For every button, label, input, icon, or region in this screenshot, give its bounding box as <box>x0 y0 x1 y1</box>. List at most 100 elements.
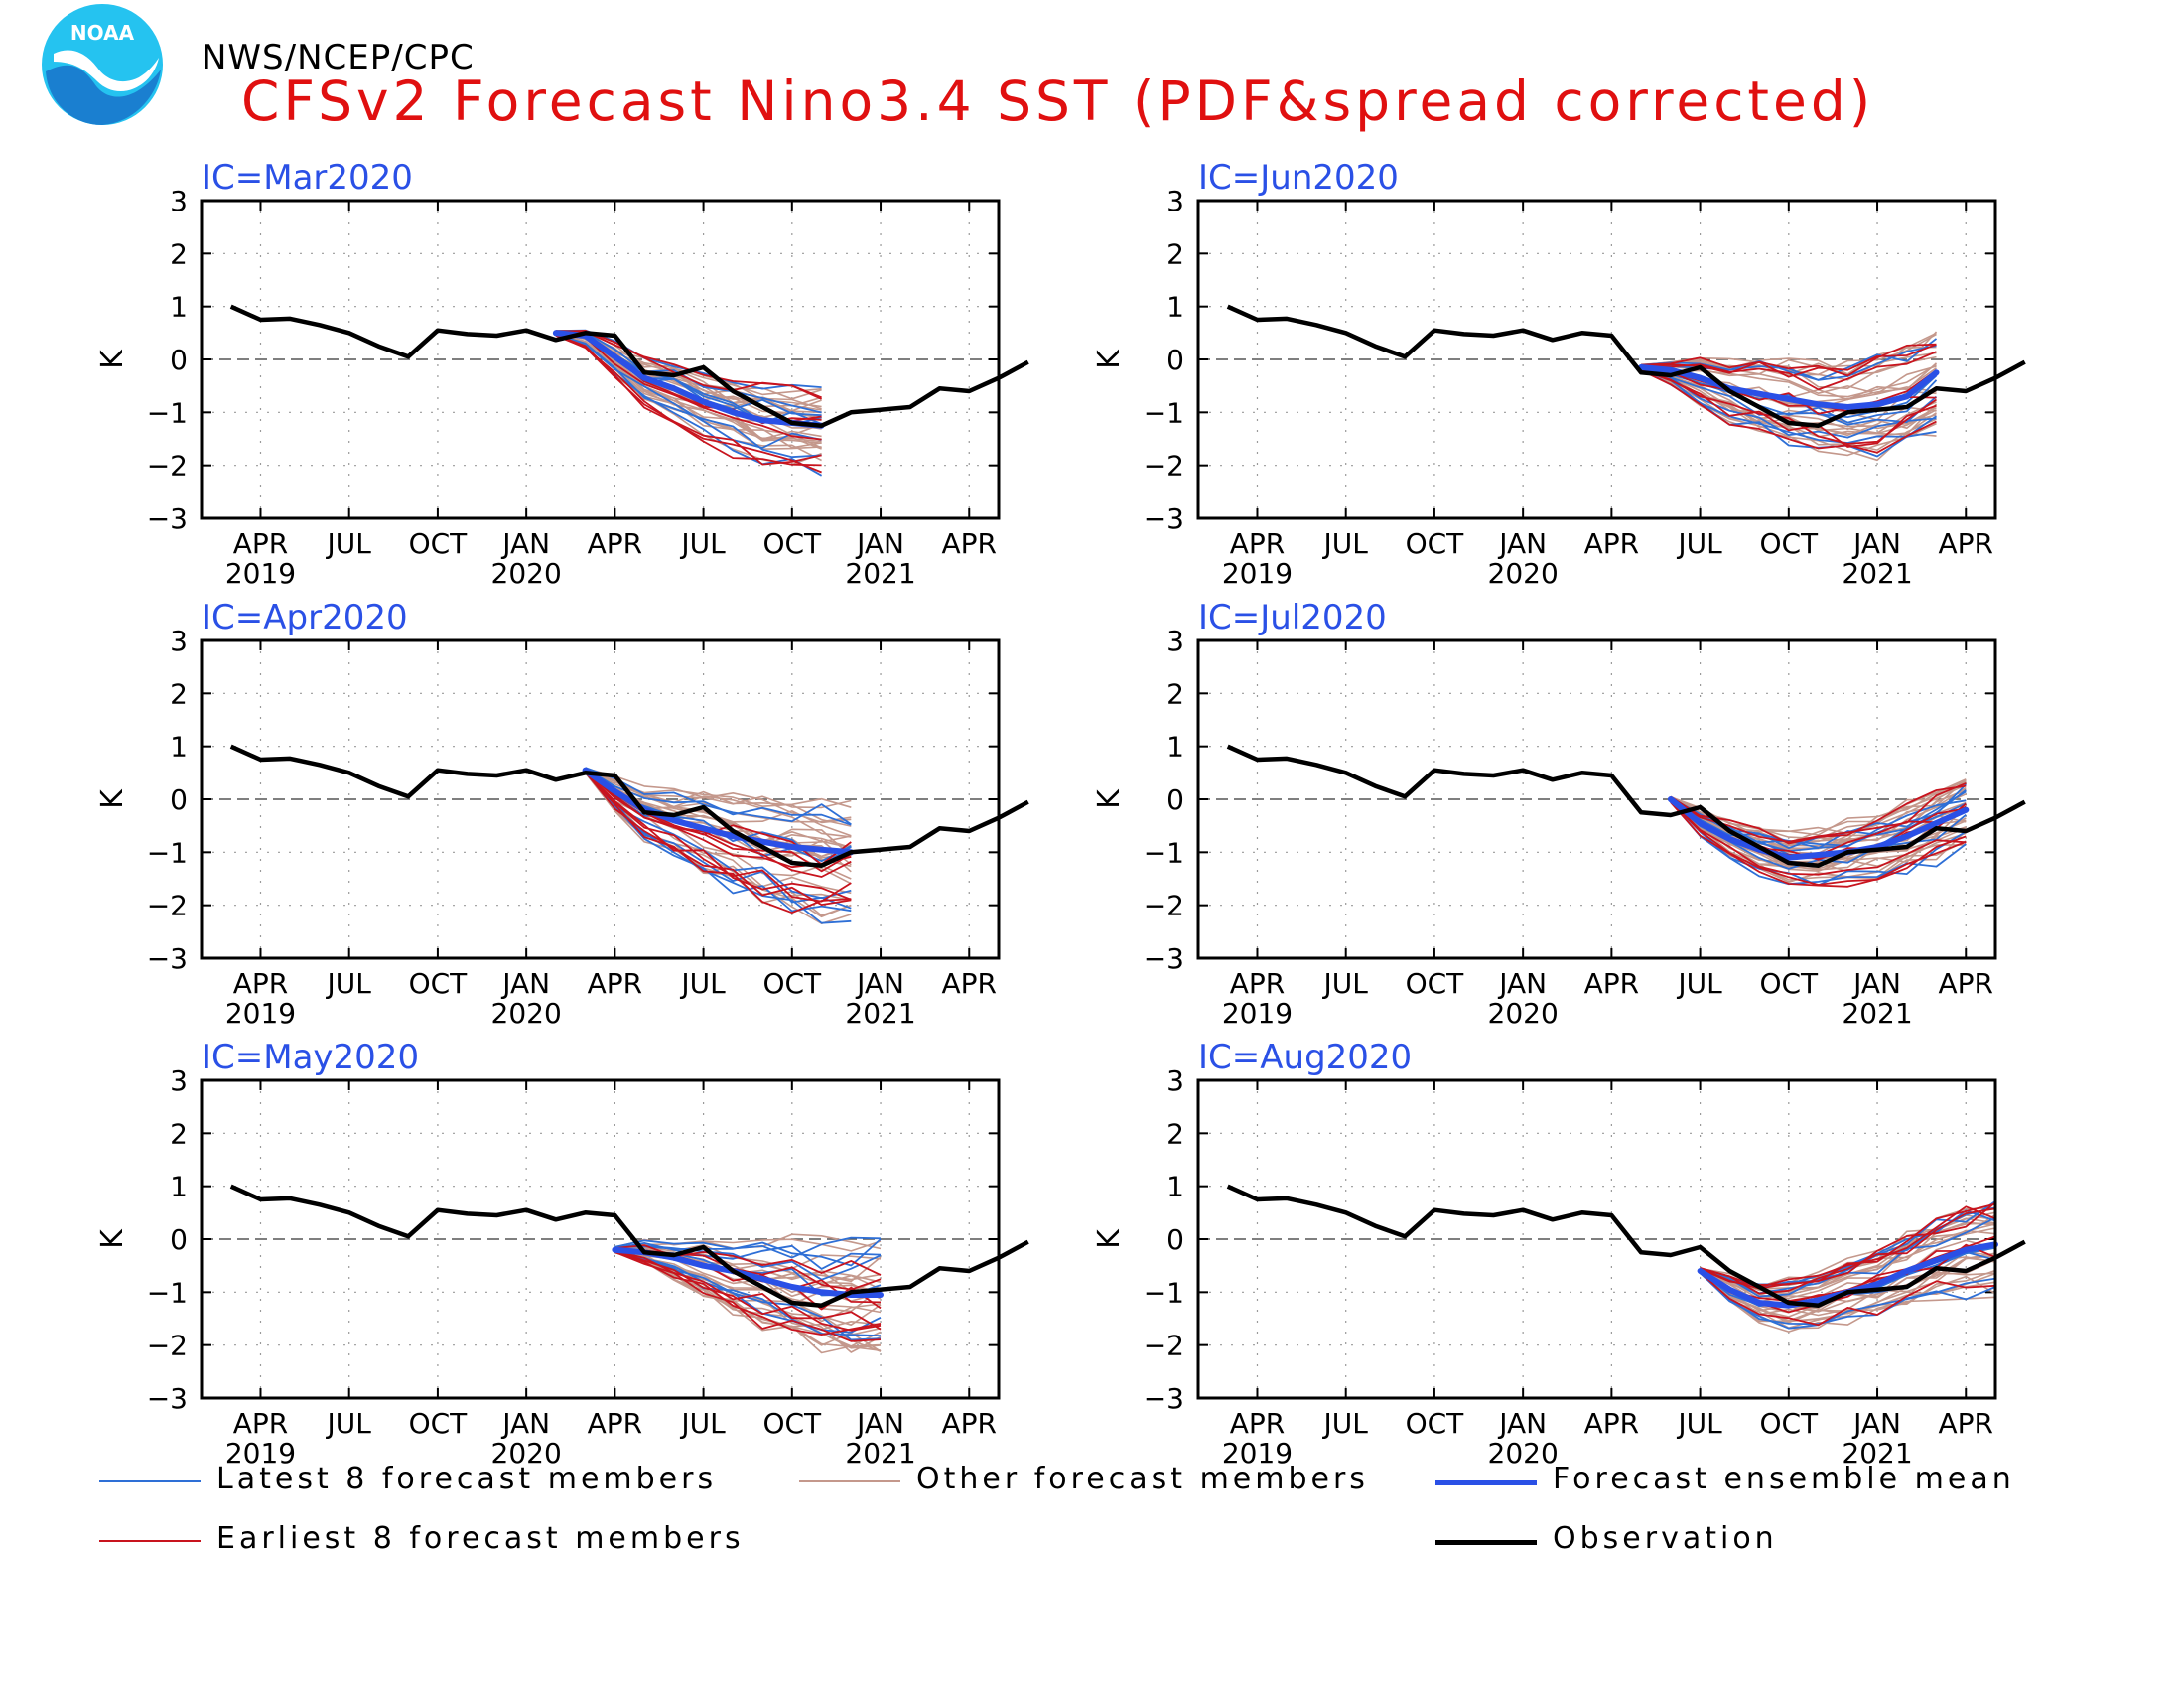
y-tick-label: 2 <box>1166 1117 1184 1150</box>
latest-member-line <box>614 1250 882 1337</box>
x-tick-label: OCT <box>762 527 822 560</box>
y-tick-label: 0 <box>1166 1223 1184 1256</box>
y-tick-label: 2 <box>170 1117 188 1150</box>
x-tick-label: APR <box>588 527 643 560</box>
earliest-member-line <box>555 334 822 474</box>
earliest-member-line <box>1640 369 1937 454</box>
x-tick-label: OCT <box>762 967 822 1000</box>
x-tick-label: APR <box>1230 1407 1286 1440</box>
legend-swatch <box>799 1480 900 1482</box>
gridlines <box>202 640 999 958</box>
observation-line <box>229 1184 1029 1308</box>
x-tick-label: APR <box>233 1407 289 1440</box>
panel-title: IC=Apr2020 <box>202 598 408 637</box>
earliest-member-line <box>1700 1271 1996 1327</box>
other-member-line <box>1670 799 1967 870</box>
y-tick-label: −3 <box>147 502 188 535</box>
earliest-member-line <box>1640 368 1937 448</box>
x-tick-year-label: 2021 <box>845 997 915 1030</box>
x-tick-year-label: 2021 <box>1842 997 1912 1030</box>
x-tick-label: JAN <box>1851 527 1901 560</box>
x-tick-label: OCT <box>409 1407 469 1440</box>
other-member-line <box>585 767 852 809</box>
y-tick-label: −2 <box>147 450 188 483</box>
x-tick-label: OCT <box>1759 527 1819 560</box>
earliest-member-line <box>1641 343 1937 377</box>
latest-member-line <box>614 1236 882 1259</box>
other-member-line <box>1640 367 1937 437</box>
x-tick-year-label: 2019 <box>1222 1437 1293 1470</box>
x-tick-year-label: 2020 <box>1488 997 1559 1030</box>
y-tick-label: 3 <box>1166 625 1184 657</box>
gridlines <box>1198 201 1995 518</box>
x-tick-label: JUL <box>326 527 372 560</box>
panel-title: IC=May2020 <box>202 1038 419 1077</box>
legend-swatch <box>99 1480 201 1482</box>
x-tick-label: APR <box>1230 527 1286 560</box>
other-member-line <box>1670 786 1967 847</box>
earliest-member-line <box>614 1244 882 1276</box>
x-tick-label: APR <box>588 1407 643 1440</box>
other-member-line <box>614 1249 882 1314</box>
y-tick-label: 0 <box>170 783 188 816</box>
y-tick-label: 1 <box>170 1171 188 1203</box>
x-tick-label: JUL <box>1322 527 1369 560</box>
y-tick-label: −1 <box>147 396 188 429</box>
x-tick-label: APR <box>942 1407 998 1440</box>
x-tick-label: APR <box>1939 967 1994 1000</box>
gridlines <box>202 201 999 518</box>
forecast-members <box>1640 331 1938 462</box>
x-tick-label: JAN <box>500 527 550 560</box>
other-member-line <box>614 1244 882 1270</box>
legend-label: Latest 8 forecast members <box>216 1462 718 1496</box>
forecast-members <box>1699 1200 1996 1333</box>
x-tick-label: JUL <box>1676 527 1722 560</box>
y-axis-label: K <box>1092 1228 1127 1249</box>
x-tick-year-label: 2020 <box>491 997 562 1030</box>
x-tick-label: JAN <box>500 967 550 1000</box>
svg-text:NOAA: NOAA <box>70 21 135 45</box>
y-axis-label: K <box>95 1228 130 1249</box>
legend-swatch <box>1435 1480 1537 1485</box>
y-axis-label: K <box>95 349 130 369</box>
latest-member-line <box>555 334 822 459</box>
latest-member-line <box>1641 345 1937 381</box>
y-tick-label: 3 <box>1166 1064 1184 1097</box>
latest-member-line <box>1670 800 1967 886</box>
other-member-line <box>614 1238 882 1252</box>
x-tick-year-label: 2020 <box>491 557 562 590</box>
x-tick-label: APR <box>233 967 289 1000</box>
x-tick-label: OCT <box>409 527 469 560</box>
x-tick-label: OCT <box>762 1407 822 1440</box>
y-tick-label: 0 <box>1166 344 1184 376</box>
x-tick-label: APR <box>1584 1407 1640 1440</box>
observation-line <box>229 304 1029 428</box>
x-tick-label: OCT <box>1406 967 1465 1000</box>
y-tick-label: −3 <box>147 1382 188 1415</box>
y-tick-label: −1 <box>1144 396 1184 429</box>
legend-label: Observation <box>1553 1521 1778 1556</box>
y-axis-label: K <box>95 788 130 809</box>
plot-frame <box>1196 1078 1997 1400</box>
y-tick-label: −1 <box>1144 836 1184 869</box>
y-tick-label: −1 <box>1144 1276 1184 1309</box>
other-member-line <box>585 771 852 895</box>
x-tick-label: JAN <box>855 527 904 560</box>
latest-member-line <box>1670 783 1967 847</box>
x-tick-year-label: 2021 <box>845 557 915 590</box>
legend-label: Forecast ensemble mean <box>1553 1462 2015 1496</box>
other-member-line <box>1641 355 1937 390</box>
y-tick-label: 1 <box>1166 1171 1184 1203</box>
x-tick-label: APR <box>942 527 998 560</box>
legend-label: Other forecast members <box>916 1462 1369 1496</box>
y-tick-label: −3 <box>1144 942 1184 975</box>
y-tick-label: −2 <box>1144 450 1184 483</box>
earliest-member-line <box>555 335 822 466</box>
earliest-member-line <box>614 1251 882 1342</box>
x-tick-year-label: 2019 <box>1222 557 1293 590</box>
